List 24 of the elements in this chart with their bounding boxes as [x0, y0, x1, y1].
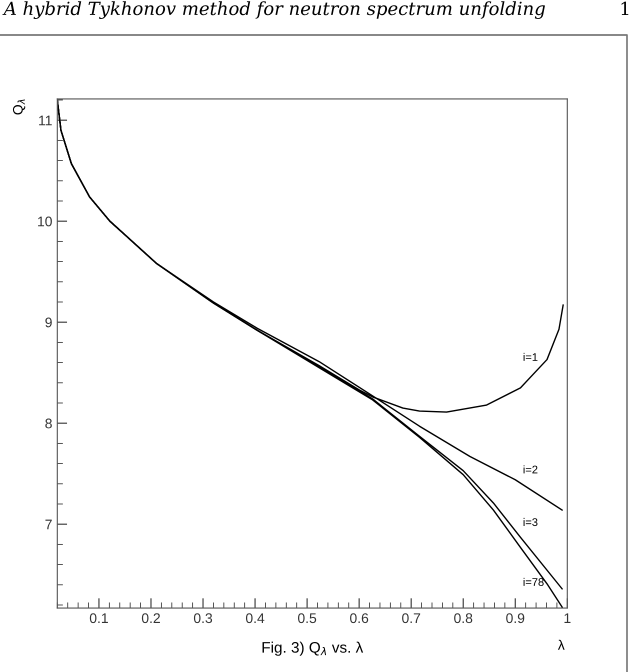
y-axis-title: Q$_{λ}$: [12, 99, 26, 115]
series-label: i=2: [524, 465, 538, 474]
x-tick-label: 0.2: [142, 613, 160, 624]
x-tick-label: 0.5: [298, 613, 316, 624]
y-tick-label: 7: [45, 520, 52, 530]
x-tick-label: 0.3: [194, 613, 212, 624]
y-tick-label: 8: [45, 418, 52, 428]
x-tick-label: 0.4: [246, 613, 264, 624]
text: A hybrid Tykhonov method for neutron spectrum unfolding: [2, 1, 545, 19]
series-label: i=78: [524, 578, 544, 586]
x-axis-title: λ: [558, 640, 565, 650]
x-tick-label: 0.8: [454, 613, 472, 624]
x-tick-label: 0.7: [402, 613, 420, 624]
x-tick-label: 0.9: [506, 613, 524, 624]
x-tick-label: 0.1: [90, 613, 108, 624]
y-tick-label: 11: [39, 116, 52, 126]
x-tick-label: 1: [564, 613, 570, 623]
x-tick-label: 0.6: [350, 613, 368, 624]
y-tick-label: 10: [38, 216, 52, 226]
y-tick-label: 9: [45, 318, 52, 328]
series-label: i=3: [524, 518, 538, 526]
series-label: i=1: [524, 352, 538, 361]
text: 1: [622, 2, 628, 16]
text: Fig. 3) Q$_{λ}$ vs. λ: [262, 642, 364, 656]
